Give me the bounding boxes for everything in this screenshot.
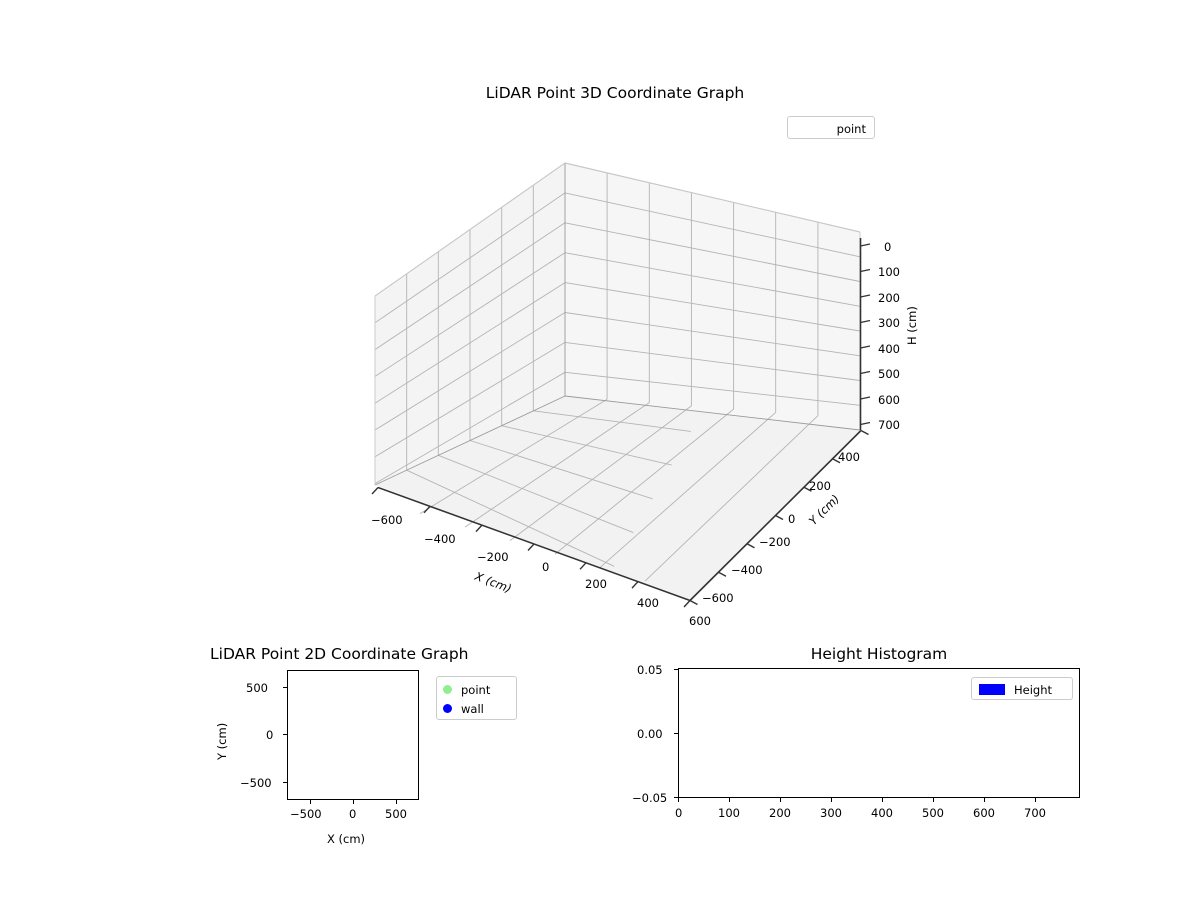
histogram-title: Height Histogram (810, 645, 948, 663)
plot3d-ytick-0: −600 (702, 591, 734, 605)
plot2d-ytick-mark-500 (283, 687, 287, 688)
plot3d-z-ticks (860, 243, 871, 426)
plot2d-ytick-label-500: 500 (246, 681, 268, 695)
histogram-xtick-label-400: 400 (871, 806, 893, 820)
plot2d-ytick-label-neg500: −500 (240, 776, 272, 790)
plot3d-legend-label: point (836, 121, 866, 136)
plot2d-title: LiDAR Point 2D Coordinate Graph (210, 645, 469, 663)
plot3d-pane-back (565, 163, 860, 430)
plot2d-xtick-mark-neg500 (310, 800, 311, 804)
plot3d-xtick-6: 600 (689, 614, 711, 628)
histogram-xtick-mark-0 (678, 798, 679, 802)
plot3d-y-ticks (689, 429, 869, 606)
plot3d-gridlines (374, 162, 861, 582)
histogram-xtick-label-200: 200 (769, 806, 791, 820)
plot2d-xlabel: X (cm) (327, 832, 366, 846)
histogram-xtick-label-300: 300 (820, 806, 842, 820)
histogram-ytick-label-005: 0.05 (637, 663, 663, 677)
wall-marker-icon (443, 704, 452, 713)
plot3d-xtick-3: 0 (542, 560, 550, 574)
plot3d-xtick-1: −400 (424, 532, 456, 546)
plot2d-legend-label-wall: wall (461, 701, 484, 716)
plot2d-ytick-mark-0 (283, 734, 287, 735)
histogram-legend-label-height: Height (1014, 682, 1053, 697)
histogram-legend[interactable]: Height (971, 677, 1073, 700)
plot3d-xtick-5: 400 (637, 596, 659, 610)
plot3d-ytick-2: −200 (759, 535, 791, 549)
plot2d-xtick-mark-500 (396, 800, 397, 804)
plot3d-ztick-0: 0 (884, 240, 892, 254)
histogram-xtick-mark-500 (933, 798, 934, 802)
plot3d-ytick-4: 200 (809, 479, 831, 493)
plot3d-zlabel: H (cm) (905, 306, 919, 345)
histogram-ytick-mark-000 (674, 733, 678, 734)
height-patch-icon (979, 684, 1005, 695)
plot2d-axes[interactable] (287, 670, 419, 800)
plot3d-ztick-7: 700 (878, 418, 900, 432)
plot2d-legend-label-point: point (461, 682, 491, 697)
plot3d-ztick-6: 600 (878, 393, 900, 407)
plot3d-ztick-4: 400 (878, 342, 900, 356)
plot3d-xtick-4: 200 (585, 577, 607, 591)
histogram-xtick-label-600: 600 (973, 806, 995, 820)
plot3d-ytick-5: 400 (838, 450, 860, 464)
plot3d-pane-floor (375, 396, 860, 600)
plot2d-xtick-label-0: 0 (349, 807, 357, 821)
histogram-xtick-mark-100 (729, 798, 730, 802)
histogram-xtick-label-100: 100 (718, 806, 740, 820)
plot2d-legend[interactable]: point wall (436, 676, 517, 720)
plot3d-xtick-0: −600 (371, 513, 403, 527)
histogram-xtick-mark-600 (984, 798, 985, 802)
histogram-ytick-mark-neg005 (674, 797, 678, 798)
plot3d-legend-entry-point[interactable]: point (788, 117, 874, 140)
histogram-xtick-label-500: 500 (922, 806, 944, 820)
plot3d-ytick-3: 0 (788, 512, 796, 526)
plot3d-ztick-3: 300 (878, 316, 900, 330)
histogram-ytick-label-000: 0.00 (637, 727, 663, 741)
histogram-ytick-mark-005 (674, 669, 678, 670)
plot3d-ztick-2: 200 (878, 291, 900, 305)
plot3d-ztick-5: 500 (878, 367, 900, 381)
plot3d-title: LiDAR Point 3D Coordinate Graph (485, 84, 745, 102)
histogram-xtick-mark-700 (1035, 798, 1036, 802)
plot2d-ylabel: Y (cm) (215, 722, 229, 760)
histogram-xtick-label-0: 0 (675, 806, 683, 820)
plot2d-legend-entry-wall[interactable]: wall (443, 699, 510, 718)
plot3d-legend[interactable]: point (787, 116, 875, 139)
plot2d-xtick-mark-0 (353, 800, 354, 804)
histogram-xtick-mark-300 (831, 798, 832, 802)
plot3d-xtick-2: −200 (477, 550, 509, 564)
plot2d-xtick-label-500: 500 (385, 807, 407, 821)
plot2d-ytick-mark-neg500 (283, 782, 287, 783)
histogram-ytick-label-neg005: −0.05 (632, 791, 668, 805)
plot2d-ytick-label-0: 0 (266, 728, 274, 742)
histogram-legend-entry-height[interactable]: Height (979, 678, 1065, 701)
plot3d-ztick-1: 100 (878, 265, 900, 279)
plot2d-legend-entry-point[interactable]: point (443, 680, 510, 699)
point-marker-icon (443, 685, 452, 694)
histogram-xtick-mark-200 (780, 798, 781, 802)
histogram-xtick-label-700: 700 (1024, 806, 1046, 820)
plot3d-x-ticks (371, 487, 691, 608)
plot2d-xtick-label-neg500: −500 (290, 807, 322, 821)
histogram-xtick-mark-400 (882, 798, 883, 802)
plot3d-ytick-1: −400 (731, 563, 763, 577)
